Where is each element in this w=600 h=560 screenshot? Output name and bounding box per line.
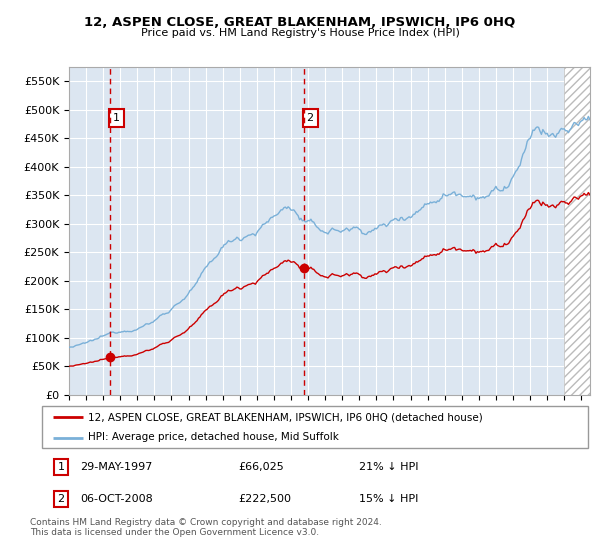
Text: HPI: Average price, detached house, Mid Suffolk: HPI: Average price, detached house, Mid … — [88, 432, 339, 442]
Text: 12, ASPEN CLOSE, GREAT BLAKENHAM, IPSWICH, IP6 0HQ (detached house): 12, ASPEN CLOSE, GREAT BLAKENHAM, IPSWIC… — [88, 412, 483, 422]
Text: 2: 2 — [58, 494, 65, 504]
Text: £222,500: £222,500 — [239, 494, 292, 504]
Text: Contains HM Land Registry data © Crown copyright and database right 2024.
This d: Contains HM Land Registry data © Crown c… — [30, 518, 382, 538]
Text: 2: 2 — [307, 113, 314, 123]
Text: 1: 1 — [113, 113, 120, 123]
Text: £66,025: £66,025 — [239, 462, 284, 472]
Text: 12, ASPEN CLOSE, GREAT BLAKENHAM, IPSWICH, IP6 0HQ: 12, ASPEN CLOSE, GREAT BLAKENHAM, IPSWIC… — [85, 16, 515, 29]
Text: 1: 1 — [58, 462, 65, 472]
Text: 29-MAY-1997: 29-MAY-1997 — [80, 462, 152, 472]
Text: 21% ↓ HPI: 21% ↓ HPI — [359, 462, 418, 472]
Text: Price paid vs. HM Land Registry's House Price Index (HPI): Price paid vs. HM Land Registry's House … — [140, 28, 460, 38]
Text: 06-OCT-2008: 06-OCT-2008 — [80, 494, 153, 504]
Text: 15% ↓ HPI: 15% ↓ HPI — [359, 494, 418, 504]
